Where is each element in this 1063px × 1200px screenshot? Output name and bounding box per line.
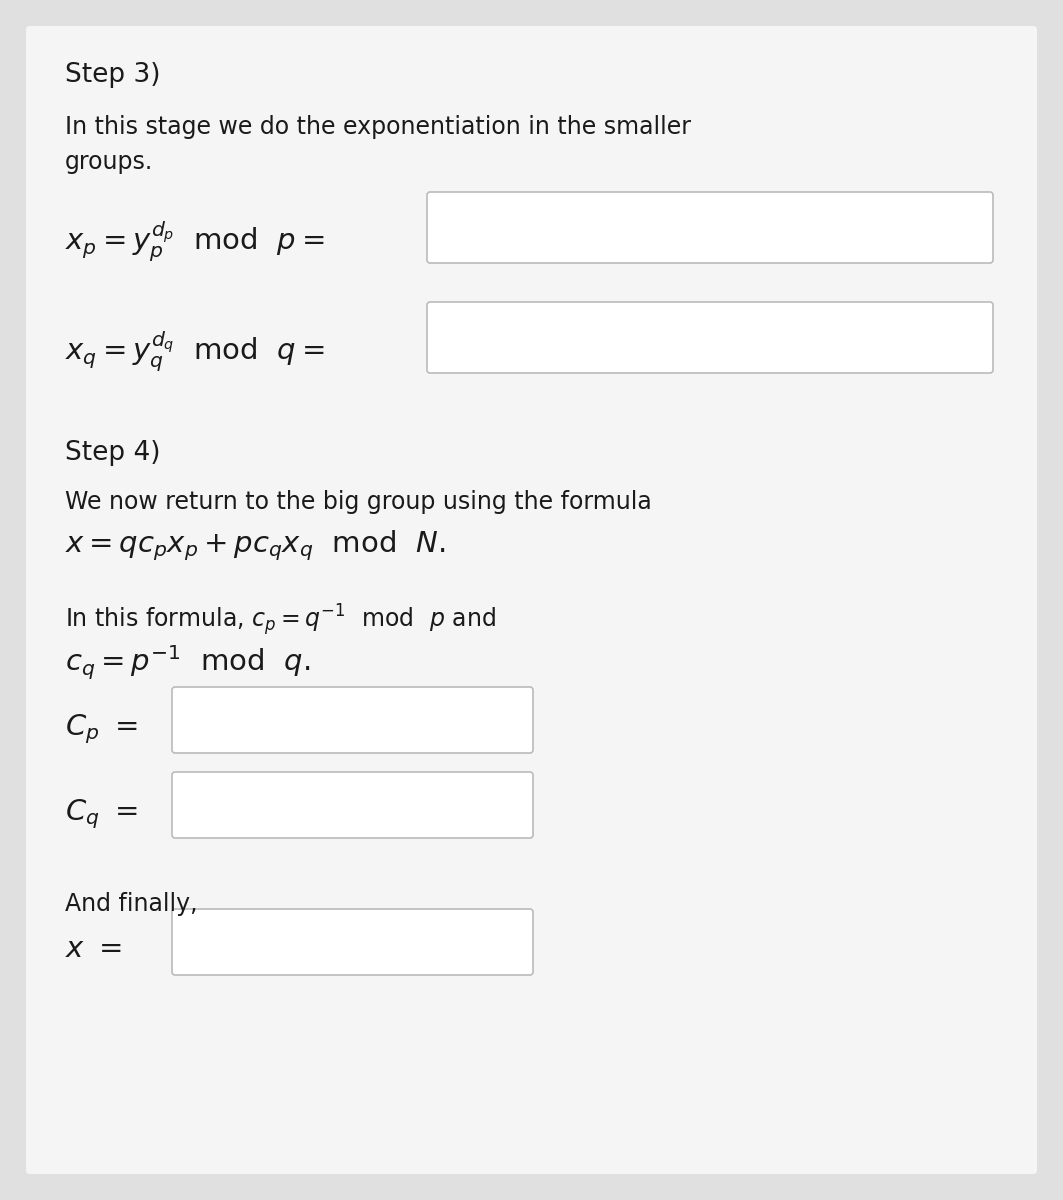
Text: $x_q = y_q^{d_q}\ \ \mathrm{mod}\ \ q =$: $x_q = y_q^{d_q}\ \ \mathrm{mod}\ \ q =$ xyxy=(65,330,324,374)
FancyBboxPatch shape xyxy=(172,772,533,838)
FancyBboxPatch shape xyxy=(172,910,533,974)
FancyBboxPatch shape xyxy=(427,302,993,373)
Text: $x = qc_p x_p + pc_q x_q\ \ \mathrm{mod}\ \ N.$: $x = qc_p x_p + pc_q x_q\ \ \mathrm{mod}… xyxy=(65,528,445,563)
Text: $C_q\ =$: $C_q\ =$ xyxy=(65,797,137,830)
FancyBboxPatch shape xyxy=(427,192,993,263)
Text: $c_q = p^{-1}\ \ \mathrm{mod}\ \ q.$: $c_q = p^{-1}\ \ \mathrm{mod}\ \ q.$ xyxy=(65,643,310,682)
Text: Step 3): Step 3) xyxy=(65,62,161,88)
Text: In this stage we do the exponentiation in the smaller: In this stage we do the exponentiation i… xyxy=(65,115,691,139)
FancyBboxPatch shape xyxy=(172,686,533,754)
Text: groups.: groups. xyxy=(65,150,153,174)
FancyBboxPatch shape xyxy=(26,26,1037,1174)
Text: In this formula, $c_p = q^{-1}\ \ \mathrm{mod}\ \ p$ and: In this formula, $c_p = q^{-1}\ \ \mathr… xyxy=(65,602,495,638)
Text: $x\ =$: $x\ =$ xyxy=(65,935,121,962)
Text: $C_p\ =$: $C_p\ =$ xyxy=(65,712,137,745)
Text: And finally,: And finally, xyxy=(65,892,198,916)
Text: Step 4): Step 4) xyxy=(65,440,161,466)
Text: We now return to the big group using the formula: We now return to the big group using the… xyxy=(65,490,652,514)
Text: $x_p = y_p^{d_p}\ \ \mathrm{mod}\ \ p =$: $x_p = y_p^{d_p}\ \ \mathrm{mod}\ \ p =$ xyxy=(65,220,324,264)
